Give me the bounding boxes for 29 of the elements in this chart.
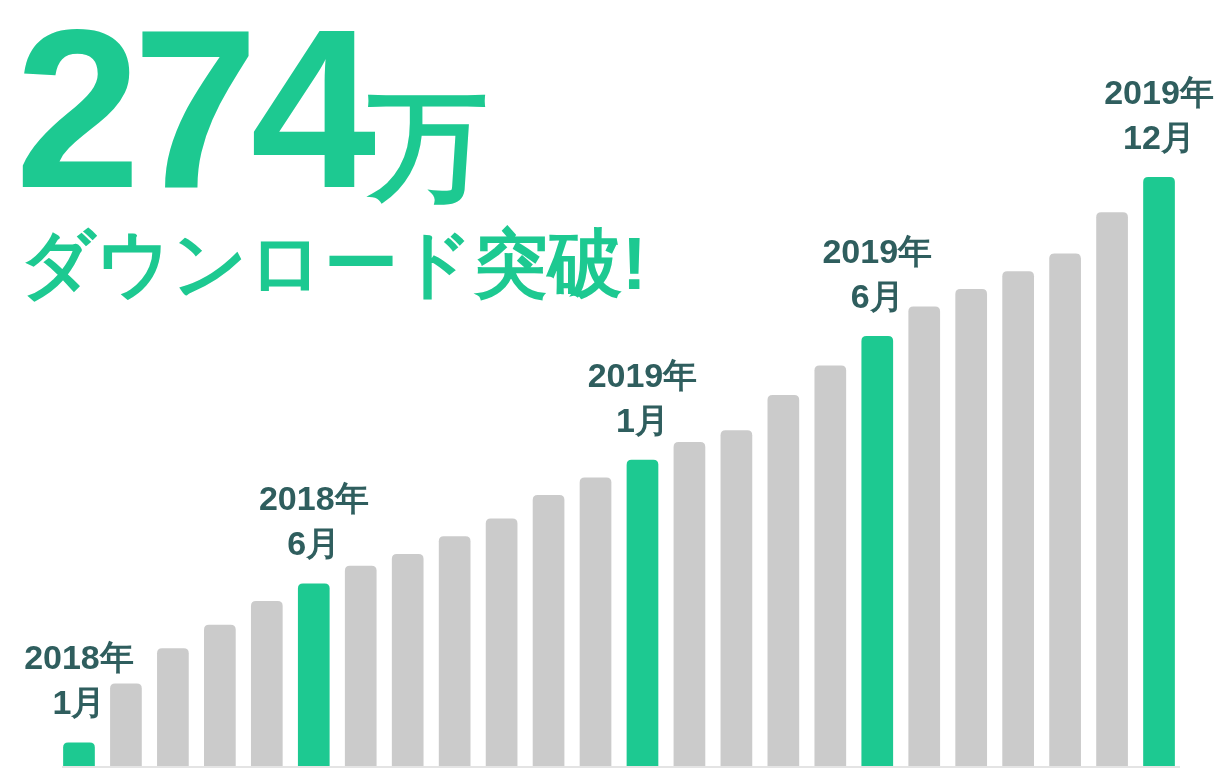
bar <box>157 648 189 766</box>
bar <box>532 495 565 766</box>
bar <box>767 394 800 766</box>
bar <box>673 442 706 766</box>
x-tick-label: 2019年 1月 <box>586 354 699 441</box>
bar <box>1002 271 1034 766</box>
bar <box>908 306 941 766</box>
x-tick-label: 2018年 6月 <box>257 478 370 565</box>
bar <box>861 336 894 766</box>
bar <box>110 683 142 766</box>
bar <box>720 430 753 766</box>
x-tick-label: 2018年 1月 <box>23 637 135 724</box>
bar <box>955 288 988 766</box>
bar <box>204 624 236 766</box>
bar <box>63 742 95 766</box>
x-tick-label: 2019年 12月 <box>1103 72 1215 158</box>
bar <box>250 601 283 766</box>
bar <box>485 518 518 766</box>
bar <box>344 565 377 766</box>
bar <box>391 553 424 766</box>
bar <box>626 459 659 766</box>
bar <box>814 365 847 766</box>
bar <box>438 536 471 766</box>
bar <box>297 583 330 766</box>
bar <box>1143 177 1175 766</box>
bar <box>1049 253 1081 766</box>
bar <box>1096 212 1128 766</box>
x-tick-label: 2019年 6月 <box>821 231 934 318</box>
bar <box>579 477 612 766</box>
